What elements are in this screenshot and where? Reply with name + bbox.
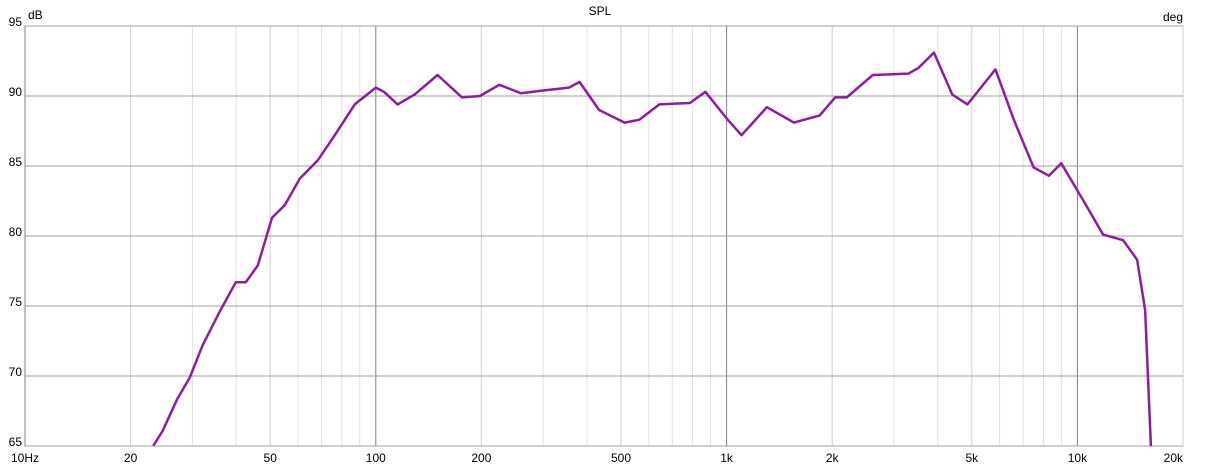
x-tick-label: 20 bbox=[124, 451, 138, 465]
x-tick-label: 20k bbox=[1164, 451, 1184, 465]
y-tick-label: 95 bbox=[9, 15, 23, 29]
line-series bbox=[152, 51, 1153, 446]
y-tick-label: 65 bbox=[9, 435, 23, 449]
x-tick-label: 10k bbox=[1068, 451, 1088, 465]
y-tick-label: 85 bbox=[9, 155, 23, 169]
y-axis-label: dB bbox=[28, 8, 43, 22]
y-tick-label: 70 bbox=[9, 365, 23, 379]
x-tick-label: 10Hz bbox=[11, 451, 39, 465]
x-tick-label: 50 bbox=[264, 451, 278, 465]
x-tick-label: 200 bbox=[471, 451, 491, 465]
y2-axis-label: deg bbox=[1163, 10, 1183, 24]
grid bbox=[24, 25, 1184, 447]
x-tick-label: 500 bbox=[611, 451, 631, 465]
x-tick-label: 2k bbox=[826, 451, 840, 465]
x-tick-label: 5k bbox=[965, 451, 979, 465]
y-tick-label: 80 bbox=[9, 225, 23, 239]
y-tick-label: 75 bbox=[9, 295, 23, 309]
y-tick-label: 90 bbox=[9, 85, 23, 99]
x-tick-label: 1k bbox=[720, 451, 734, 465]
x-tick-label: 100 bbox=[366, 451, 386, 465]
chart-title: SPL bbox=[589, 4, 612, 18]
